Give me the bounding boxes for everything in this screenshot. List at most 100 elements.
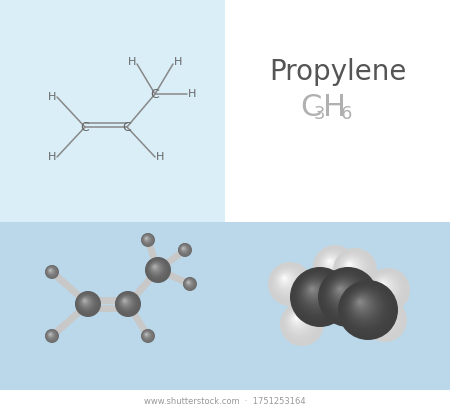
Circle shape — [346, 262, 353, 268]
Circle shape — [341, 256, 363, 278]
Circle shape — [340, 282, 394, 336]
Circle shape — [291, 313, 304, 326]
Circle shape — [303, 280, 327, 304]
Circle shape — [146, 238, 147, 239]
Circle shape — [151, 263, 160, 272]
Circle shape — [278, 272, 295, 289]
Circle shape — [268, 262, 312, 306]
Circle shape — [326, 258, 333, 265]
Circle shape — [378, 281, 387, 290]
Circle shape — [348, 290, 381, 323]
Text: C: C — [151, 87, 159, 101]
Circle shape — [320, 251, 346, 278]
Circle shape — [45, 329, 58, 342]
Circle shape — [377, 279, 390, 292]
Circle shape — [152, 264, 158, 271]
Circle shape — [185, 279, 194, 288]
Circle shape — [142, 234, 153, 245]
Circle shape — [141, 233, 154, 246]
Circle shape — [115, 291, 141, 317]
Text: C: C — [300, 93, 321, 122]
Circle shape — [145, 333, 148, 336]
Circle shape — [144, 332, 149, 337]
Circle shape — [281, 275, 289, 283]
Circle shape — [282, 304, 321, 343]
Circle shape — [144, 236, 150, 243]
Text: H: H — [128, 57, 136, 67]
Circle shape — [368, 303, 399, 334]
Circle shape — [145, 237, 148, 239]
Circle shape — [183, 277, 197, 290]
Circle shape — [49, 269, 52, 272]
Circle shape — [187, 281, 190, 284]
Circle shape — [321, 270, 372, 321]
Circle shape — [144, 332, 150, 338]
Circle shape — [143, 235, 151, 243]
Circle shape — [123, 299, 127, 303]
Circle shape — [48, 268, 54, 274]
Circle shape — [318, 267, 378, 327]
Circle shape — [47, 331, 55, 339]
Circle shape — [291, 268, 348, 325]
Circle shape — [330, 279, 357, 306]
Circle shape — [310, 286, 315, 293]
Circle shape — [143, 235, 152, 244]
Circle shape — [178, 243, 192, 257]
Circle shape — [277, 271, 297, 290]
Circle shape — [76, 291, 100, 316]
Circle shape — [184, 278, 195, 289]
Circle shape — [373, 307, 390, 325]
Circle shape — [81, 297, 91, 307]
Circle shape — [348, 263, 350, 265]
Circle shape — [145, 237, 148, 240]
Circle shape — [148, 260, 166, 278]
Circle shape — [154, 266, 155, 267]
Circle shape — [46, 330, 57, 341]
Circle shape — [47, 331, 55, 339]
Circle shape — [343, 258, 359, 274]
Circle shape — [295, 317, 297, 319]
Circle shape — [79, 295, 94, 309]
Circle shape — [378, 280, 389, 291]
Circle shape — [180, 244, 189, 254]
Circle shape — [276, 270, 298, 292]
Circle shape — [180, 245, 189, 253]
Circle shape — [346, 289, 382, 325]
Circle shape — [299, 276, 335, 311]
Circle shape — [325, 257, 336, 268]
Circle shape — [338, 280, 398, 340]
Circle shape — [142, 330, 153, 341]
Circle shape — [142, 234, 153, 245]
Circle shape — [185, 279, 193, 286]
Circle shape — [297, 274, 337, 314]
Circle shape — [353, 295, 371, 313]
Circle shape — [376, 311, 384, 319]
Circle shape — [288, 310, 310, 332]
Circle shape — [320, 269, 374, 323]
Circle shape — [339, 254, 366, 281]
Circle shape — [300, 277, 333, 310]
Circle shape — [80, 296, 92, 308]
Circle shape — [321, 253, 343, 275]
Circle shape — [145, 258, 170, 282]
Circle shape — [145, 257, 171, 283]
Circle shape — [122, 298, 129, 304]
Circle shape — [77, 293, 98, 314]
Circle shape — [50, 333, 51, 335]
Circle shape — [334, 283, 349, 298]
Circle shape — [76, 293, 99, 314]
Circle shape — [121, 297, 130, 306]
Circle shape — [365, 300, 403, 338]
Circle shape — [144, 236, 149, 241]
Circle shape — [335, 250, 373, 288]
Circle shape — [315, 247, 353, 285]
Circle shape — [369, 304, 396, 331]
Circle shape — [49, 333, 52, 336]
Circle shape — [146, 334, 147, 335]
Circle shape — [122, 297, 129, 305]
Circle shape — [144, 236, 150, 242]
Circle shape — [337, 252, 370, 285]
Circle shape — [187, 281, 189, 283]
Circle shape — [334, 249, 376, 290]
Circle shape — [119, 295, 134, 309]
